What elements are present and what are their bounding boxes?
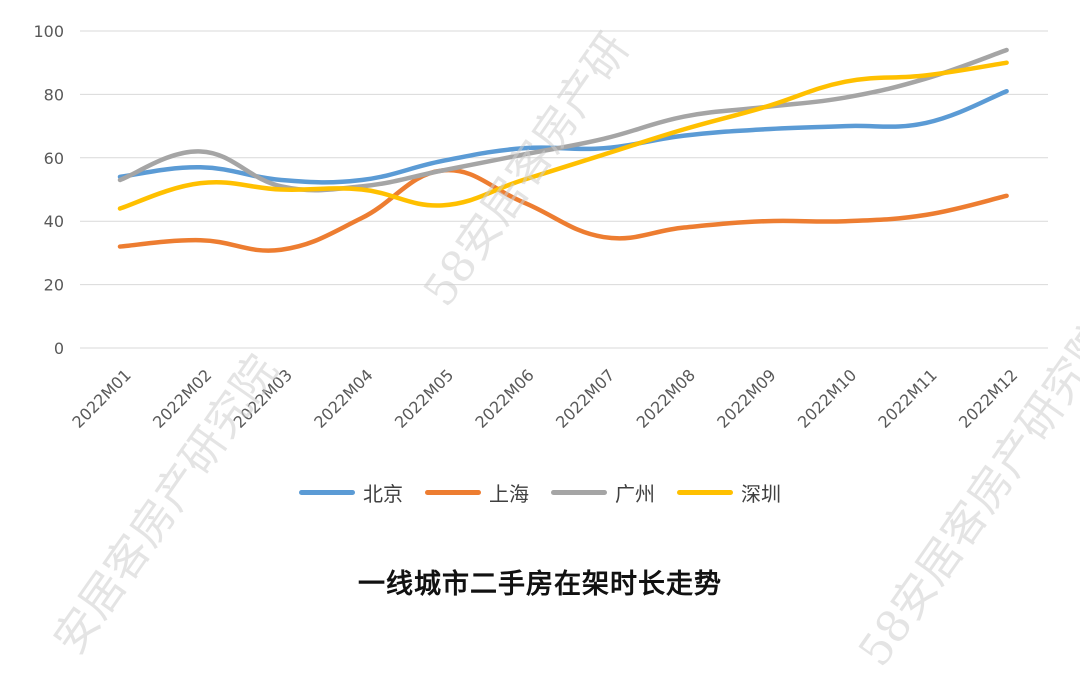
- chart-title: 一线城市二手房在架时长走势: [358, 569, 722, 600]
- x-tick-label: 2022M11: [874, 365, 940, 431]
- x-tick-label: 2022M01: [68, 365, 134, 431]
- series-line-3: [117, 47, 1009, 193]
- y-tick-label: 40: [44, 212, 64, 231]
- legend-label: 深圳: [741, 482, 781, 506]
- y-tick-label: 80: [44, 85, 64, 104]
- legend: 北京 上海 广州 深圳: [0, 478, 1080, 507]
- legend-swatch: [299, 490, 355, 495]
- y-tick-label: 20: [44, 276, 64, 295]
- x-tick-label: 2022M10: [794, 365, 860, 431]
- x-tick-label: 2022M06: [471, 365, 537, 431]
- x-tick-label: 2022M04: [310, 365, 376, 431]
- x-tick-label: 2022M09: [713, 365, 779, 431]
- y-axis-ticks: 0 20 40 60 80 100: [33, 22, 64, 358]
- y-tick-label: 0: [54, 339, 64, 358]
- x-axis-ticks: 2022M01 2022M02 2022M03 2022M04 2022M05 2022M…: [68, 365, 1021, 431]
- x-tick-label: 2022M02: [149, 365, 215, 431]
- legend-label: 北京: [363, 482, 403, 506]
- legend-label: 广州: [615, 482, 655, 506]
- legend-item: 深圳: [677, 478, 781, 507]
- legend-swatch: [677, 490, 733, 495]
- y-tick-label: 60: [44, 149, 64, 168]
- legend-swatch: [425, 490, 481, 495]
- x-tick-label: 2022M05: [391, 365, 457, 431]
- legend-label: 上海: [489, 482, 529, 506]
- y-tick-label: 100: [33, 22, 64, 41]
- legend-item: 广州: [551, 478, 655, 507]
- series-lines: [117, 47, 1009, 253]
- legend-item: 北京: [299, 478, 403, 507]
- x-tick-label: 2022M12: [955, 365, 1021, 431]
- x-tick-label: 2022M03: [230, 365, 296, 431]
- x-tick-label: 2022M07: [552, 365, 618, 431]
- series-line-2: [117, 167, 1009, 253]
- legend-swatch: [551, 490, 607, 495]
- series-line-4: [117, 60, 1009, 211]
- legend-item: 上海: [425, 478, 529, 507]
- x-tick-label: 2022M08: [633, 365, 699, 431]
